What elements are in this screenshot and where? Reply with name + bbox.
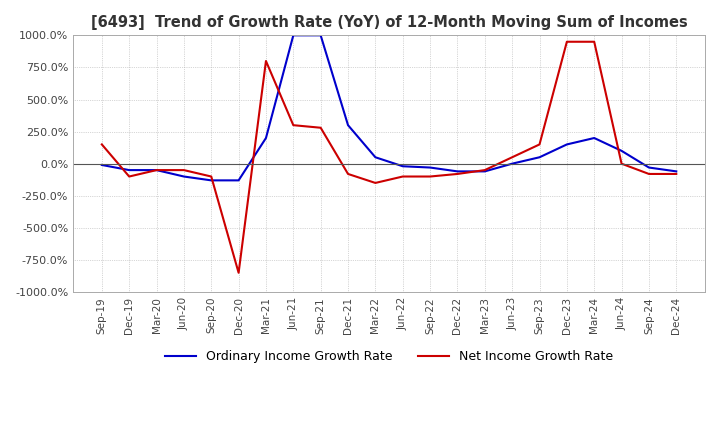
Net Income Growth Rate xyxy=(152,168,161,173)
Title: [6493]  Trend of Growth Rate (YoY) of 12-Month Moving Sum of Incomes: [6493] Trend of Growth Rate (YoY) of 12-… xyxy=(91,15,688,30)
Net Income Growth Rate xyxy=(398,174,407,179)
Ordinary Income Growth Rate xyxy=(535,154,544,160)
Ordinary Income Growth Rate xyxy=(426,165,434,170)
Ordinary Income Growth Rate xyxy=(316,33,325,38)
Net Income Growth Rate xyxy=(316,125,325,130)
Ordinary Income Growth Rate xyxy=(234,178,243,183)
Net Income Growth Rate xyxy=(453,171,462,176)
Ordinary Income Growth Rate xyxy=(672,169,680,174)
Net Income Growth Rate xyxy=(535,142,544,147)
Net Income Growth Rate xyxy=(480,168,489,173)
Ordinary Income Growth Rate xyxy=(371,154,379,160)
Net Income Growth Rate xyxy=(617,161,626,166)
Net Income Growth Rate xyxy=(562,39,571,44)
Ordinary Income Growth Rate xyxy=(343,122,352,128)
Ordinary Income Growth Rate xyxy=(179,174,188,179)
Line: Ordinary Income Growth Rate: Ordinary Income Growth Rate xyxy=(102,35,676,180)
Line: Net Income Growth Rate: Net Income Growth Rate xyxy=(102,42,676,273)
Net Income Growth Rate xyxy=(590,39,598,44)
Net Income Growth Rate xyxy=(234,270,243,275)
Net Income Growth Rate xyxy=(343,171,352,176)
Net Income Growth Rate xyxy=(508,154,516,160)
Net Income Growth Rate xyxy=(371,180,379,186)
Net Income Growth Rate xyxy=(97,142,106,147)
Ordinary Income Growth Rate xyxy=(289,33,297,38)
Net Income Growth Rate xyxy=(261,59,270,64)
Ordinary Income Growth Rate xyxy=(480,169,489,174)
Net Income Growth Rate xyxy=(125,174,133,179)
Net Income Growth Rate xyxy=(207,174,215,179)
Ordinary Income Growth Rate xyxy=(97,162,106,168)
Ordinary Income Growth Rate xyxy=(207,178,215,183)
Ordinary Income Growth Rate xyxy=(508,161,516,166)
Ordinary Income Growth Rate xyxy=(398,164,407,169)
Ordinary Income Growth Rate xyxy=(644,165,653,170)
Ordinary Income Growth Rate xyxy=(617,148,626,154)
Net Income Growth Rate xyxy=(289,122,297,128)
Ordinary Income Growth Rate xyxy=(125,168,133,173)
Net Income Growth Rate xyxy=(672,171,680,176)
Net Income Growth Rate xyxy=(426,174,434,179)
Ordinary Income Growth Rate xyxy=(562,142,571,147)
Ordinary Income Growth Rate xyxy=(152,168,161,173)
Ordinary Income Growth Rate xyxy=(590,136,598,141)
Net Income Growth Rate xyxy=(644,171,653,176)
Legend: Ordinary Income Growth Rate, Net Income Growth Rate: Ordinary Income Growth Rate, Net Income … xyxy=(160,345,618,368)
Net Income Growth Rate xyxy=(179,168,188,173)
Ordinary Income Growth Rate xyxy=(453,169,462,174)
Ordinary Income Growth Rate xyxy=(261,136,270,141)
